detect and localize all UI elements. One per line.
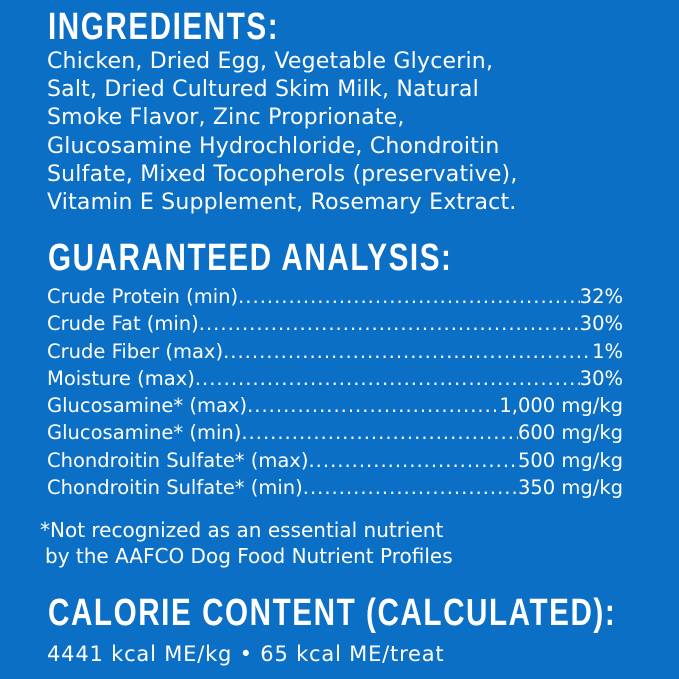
ingredients-heading: INGREDIENTS: (48, 6, 280, 48)
row-value: 1% (592, 339, 623, 363)
row-label: Crude Fat (min) (47, 312, 199, 336)
row-value: 1,000 mg/kg (499, 394, 623, 418)
dot-leader (223, 338, 592, 365)
calorie-heading: CALORIE CONTENT (CALCULATED): (48, 592, 617, 634)
row-label: Glucosamine* (max) (47, 394, 248, 418)
calorie-text: 4441 kcal ME/kg • 65 kcal ME/treat (47, 642, 445, 666)
row-label: Chondroitin Sulfate* (min) (47, 476, 303, 500)
dot-leader (195, 365, 580, 392)
ingredients-line: Sulfate, Mixed Tocopherols (preservative… (47, 161, 518, 187)
analysis-row: Glucosamine* (max) 1,000 mg/kg (47, 392, 623, 419)
ingredients-line: Chicken, Dried Egg, Vegetable Glycerin, (47, 49, 494, 74)
dot-leader (199, 310, 580, 337)
footnote-line: *Not recognized as an essential nutrient (40, 518, 444, 542)
dot-leader (241, 419, 518, 446)
dot-leader (308, 447, 517, 474)
analysis-row: Crude Protein (min) 32% (47, 283, 623, 310)
row-label: Glucosamine* (min) (47, 421, 242, 445)
ingredients-line: Smoke Flavor, Zinc Proprionate, (47, 105, 405, 131)
analysis-row: Crude Fat (min) 30% (47, 310, 623, 337)
analysis-table: Crude Protein (min) 32% Crude Fat (min) 30… (47, 283, 623, 501)
analysis-row: Moisture (max) 30% (47, 365, 623, 392)
ingredients-line: Salt, Dried Cultured Skim Milk, Natural (47, 77, 479, 103)
ingredients-line: Vitamin E Supplement, Rosemary Extract. (47, 190, 517, 216)
row-value: 500 mg/kg (517, 448, 623, 472)
analysis-heading: GUARANTEED ANALYSIS: (48, 237, 453, 279)
dot-leader (238, 283, 580, 310)
row-value: 32% (579, 285, 623, 308)
footnote-line: by the AAFCO Dog Food Nutrient Profiles (45, 544, 453, 568)
dot-leader (303, 474, 518, 501)
ingredients-line: Glucosamine Hydrochloride, Chondroitin (47, 133, 500, 159)
row-label: Moisture (max) (47, 366, 195, 390)
row-value: 350 mg/kg (517, 476, 623, 500)
row-label: Chondroitin Sulfate* (max) (47, 448, 309, 472)
row-value: 600 mg/kg (517, 421, 623, 445)
row-label: Crude Protein (min) (47, 285, 239, 308)
footnote: *Not recognized as an essential nutrient… (40, 517, 453, 569)
analysis-row: Glucosamine* (min) 600 mg/kg (47, 419, 623, 446)
row-label: Crude Fiber (max) (47, 339, 224, 363)
analysis-row: Chondroitin Sulfate* (max) 500 mg/kg (47, 447, 623, 474)
ingredients-list: Chicken, Dried Egg, Vegetable Glycerin, … (47, 48, 518, 217)
dot-leader (247, 392, 499, 419)
row-value: 30% (579, 312, 623, 336)
row-value: 30% (579, 366, 623, 390)
analysis-row: Chondroitin Sulfate* (min) 350 mg/kg (47, 474, 623, 501)
analysis-row: Crude Fiber (max) 1% (47, 338, 623, 365)
